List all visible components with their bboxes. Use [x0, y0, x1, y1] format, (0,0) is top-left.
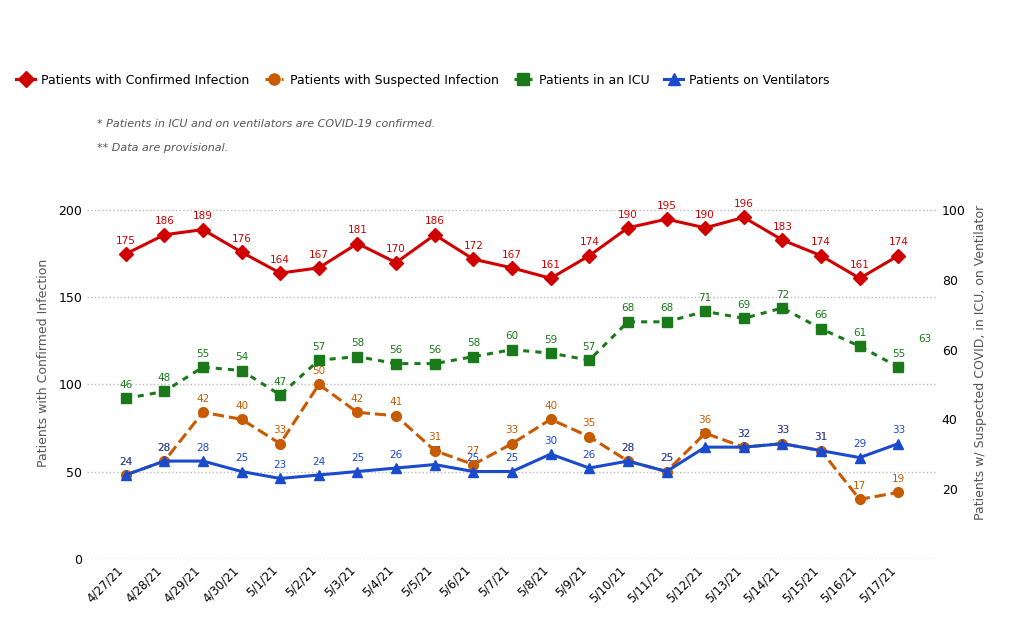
Text: 40: 40: [236, 401, 248, 411]
Text: 56: 56: [389, 345, 402, 355]
Text: 28: 28: [622, 443, 635, 453]
Text: 175: 175: [116, 236, 135, 246]
Text: 60: 60: [506, 331, 518, 342]
Text: 32: 32: [737, 429, 751, 439]
Text: 58: 58: [351, 338, 365, 349]
Text: 30: 30: [544, 436, 557, 446]
Text: 42: 42: [197, 394, 210, 404]
Text: 57: 57: [583, 342, 596, 352]
Text: 36: 36: [698, 415, 712, 425]
Text: 72: 72: [776, 290, 790, 300]
Text: 42: 42: [351, 394, 365, 404]
Text: 28: 28: [622, 443, 635, 453]
Text: 31: 31: [814, 432, 827, 442]
Text: 68: 68: [622, 304, 635, 313]
Text: 55: 55: [892, 349, 905, 359]
Text: 48: 48: [158, 373, 171, 383]
Text: 56: 56: [428, 345, 441, 355]
Legend: Patients with Confirmed Infection, Patients with Suspected Infection, Patients i: Patients with Confirmed Infection, Patie…: [16, 74, 829, 87]
Text: 174: 174: [580, 238, 599, 247]
Text: 31: 31: [814, 432, 827, 442]
Text: 24: 24: [312, 456, 326, 467]
Text: 174: 174: [889, 238, 908, 247]
Text: 28: 28: [158, 443, 171, 453]
Text: 186: 186: [425, 216, 444, 227]
Text: 54: 54: [234, 352, 248, 362]
Text: 71: 71: [698, 293, 712, 303]
Text: 33: 33: [776, 426, 790, 435]
Text: 195: 195: [656, 201, 677, 211]
Text: 32: 32: [698, 429, 712, 439]
Text: 69: 69: [737, 300, 751, 310]
Text: 32: 32: [737, 429, 751, 439]
Text: 26: 26: [389, 449, 402, 460]
Text: 27: 27: [467, 446, 480, 456]
Text: 189: 189: [193, 211, 213, 221]
Text: 55: 55: [197, 349, 210, 359]
Text: 25: 25: [234, 453, 248, 463]
Text: 176: 176: [231, 234, 252, 244]
Text: 25: 25: [351, 453, 365, 463]
Text: 59: 59: [544, 335, 557, 345]
Text: 186: 186: [155, 216, 174, 227]
Text: ** Data are provisional.: ** Data are provisional.: [97, 143, 228, 153]
Text: 167: 167: [309, 250, 329, 259]
Text: 170: 170: [386, 245, 406, 254]
Text: 35: 35: [583, 419, 596, 428]
Text: 190: 190: [618, 209, 638, 220]
Text: 25: 25: [659, 453, 673, 463]
Text: 28: 28: [197, 443, 210, 453]
Text: 40: 40: [544, 401, 557, 411]
Y-axis label: Patients with Confirmed Infection: Patients with Confirmed Infection: [37, 259, 50, 467]
Text: 66: 66: [814, 311, 827, 320]
Text: 29: 29: [853, 439, 866, 449]
Text: * Patients in ICU and on ventilators are COVID-19 confirmed.: * Patients in ICU and on ventilators are…: [97, 119, 435, 129]
Text: 26: 26: [583, 449, 596, 460]
Text: 183: 183: [772, 221, 793, 232]
Text: 172: 172: [464, 241, 483, 251]
Text: 190: 190: [695, 209, 715, 220]
Text: 61: 61: [853, 328, 866, 338]
Text: 161: 161: [541, 260, 560, 270]
Text: 164: 164: [270, 255, 290, 265]
Y-axis label: Patients w/ Suspected COVID, in ICU, on Ventilator: Patients w/ Suspected COVID, in ICU, on …: [974, 205, 987, 520]
Text: 33: 33: [506, 426, 518, 435]
Text: 19: 19: [892, 474, 905, 484]
Text: 27: 27: [428, 446, 441, 456]
Text: 25: 25: [506, 453, 518, 463]
Text: 31: 31: [428, 432, 441, 442]
Text: 161: 161: [850, 260, 869, 270]
Text: 57: 57: [312, 342, 326, 352]
Text: 25: 25: [659, 453, 673, 463]
Text: COVID‑19 Hospitalizations Reported by MS Hospitals, 4/27/21–5/17/21 *,**: COVID‑19 Hospitalizations Reported by MS…: [12, 27, 882, 47]
Text: 33: 33: [273, 426, 287, 435]
Text: 196: 196: [734, 199, 754, 209]
Text: 50: 50: [312, 366, 326, 376]
Text: 25: 25: [467, 453, 480, 463]
Text: 68: 68: [659, 304, 673, 313]
Text: 28: 28: [158, 443, 171, 453]
Text: 58: 58: [467, 338, 480, 349]
Text: 167: 167: [502, 250, 522, 259]
Text: 63: 63: [918, 334, 931, 344]
Text: 47: 47: [273, 377, 287, 386]
Text: 46: 46: [119, 380, 132, 390]
Text: 41: 41: [389, 397, 402, 408]
Text: 23: 23: [273, 460, 287, 470]
Text: 174: 174: [811, 238, 831, 247]
Text: 24: 24: [119, 456, 132, 467]
Text: 181: 181: [347, 225, 368, 235]
Text: 17: 17: [853, 481, 866, 491]
Text: 33: 33: [776, 426, 790, 435]
Text: 24: 24: [119, 456, 132, 467]
Text: 33: 33: [892, 426, 905, 435]
